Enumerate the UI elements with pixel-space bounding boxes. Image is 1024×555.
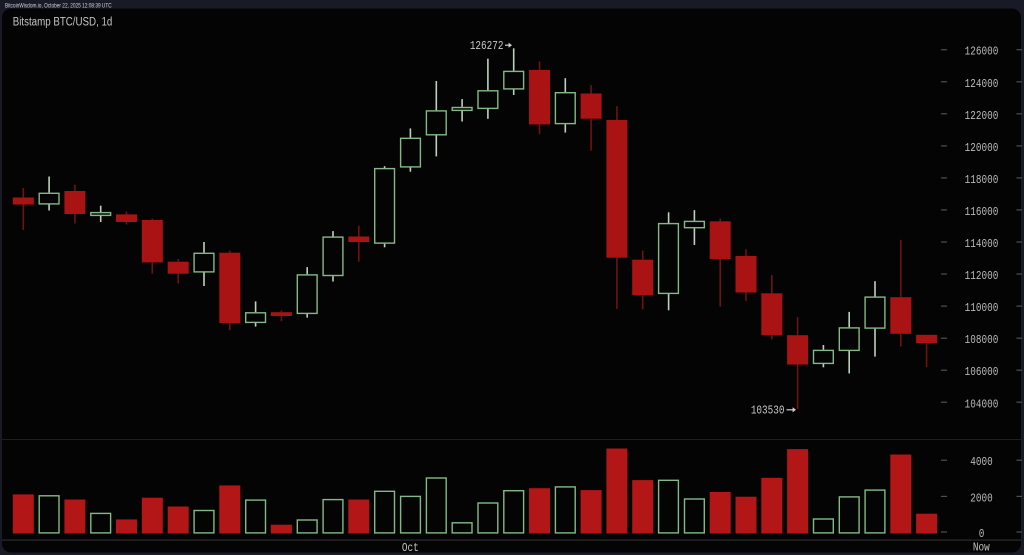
svg-text:Bitstamp BTC/USD, 1d: Bitstamp BTC/USD, 1d bbox=[13, 16, 113, 29]
svg-text:2000: 2000 bbox=[970, 492, 992, 505]
svg-text:124000: 124000 bbox=[965, 78, 999, 91]
svg-text:106000: 106000 bbox=[965, 366, 999, 379]
svg-text:122000: 122000 bbox=[965, 110, 999, 123]
svg-text:4000: 4000 bbox=[970, 456, 992, 469]
svg-text:Oct: Oct bbox=[402, 542, 419, 555]
svg-text:BitcoinWisdom.io, October 22,: BitcoinWisdom.io, October 22, 2025 12:08… bbox=[5, 3, 112, 10]
svg-text:118000: 118000 bbox=[965, 174, 999, 187]
svg-text:126272: 126272 bbox=[470, 40, 504, 53]
svg-text:103530: 103530 bbox=[751, 405, 785, 418]
svg-text:126000: 126000 bbox=[965, 46, 999, 59]
svg-text:112000: 112000 bbox=[965, 270, 999, 283]
svg-text:104000: 104000 bbox=[965, 398, 999, 411]
svg-text:114000: 114000 bbox=[965, 238, 999, 251]
svg-text:120000: 120000 bbox=[965, 142, 999, 155]
svg-text:116000: 116000 bbox=[965, 206, 999, 219]
svg-text:Now: Now bbox=[973, 542, 990, 555]
svg-text:108000: 108000 bbox=[965, 334, 999, 347]
svg-text:110000: 110000 bbox=[965, 302, 999, 315]
svg-text:0: 0 bbox=[979, 528, 985, 541]
